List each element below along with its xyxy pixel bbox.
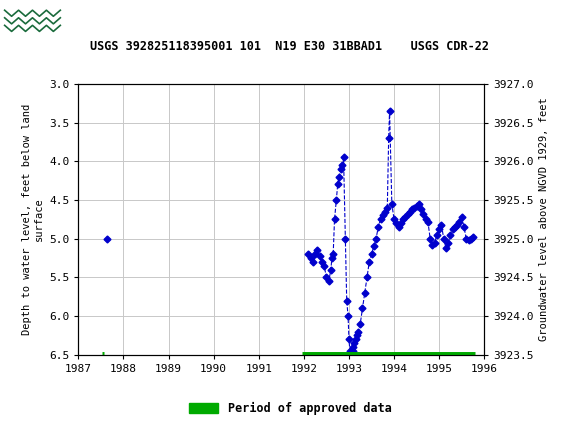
Y-axis label: Depth to water level, feet below land
surface: Depth to water level, feet below land su… bbox=[22, 104, 44, 335]
Y-axis label: Groundwater level above NGVD 1929, feet: Groundwater level above NGVD 1929, feet bbox=[539, 98, 549, 341]
Text: USGS: USGS bbox=[75, 10, 119, 28]
FancyBboxPatch shape bbox=[3, 3, 70, 35]
Legend: Period of approved data: Period of approved data bbox=[184, 397, 396, 420]
Text: USGS 392825118395001 101  N19 E30 31BBAD1    USGS CDR-22: USGS 392825118395001 101 N19 E30 31BBAD1… bbox=[90, 40, 490, 53]
